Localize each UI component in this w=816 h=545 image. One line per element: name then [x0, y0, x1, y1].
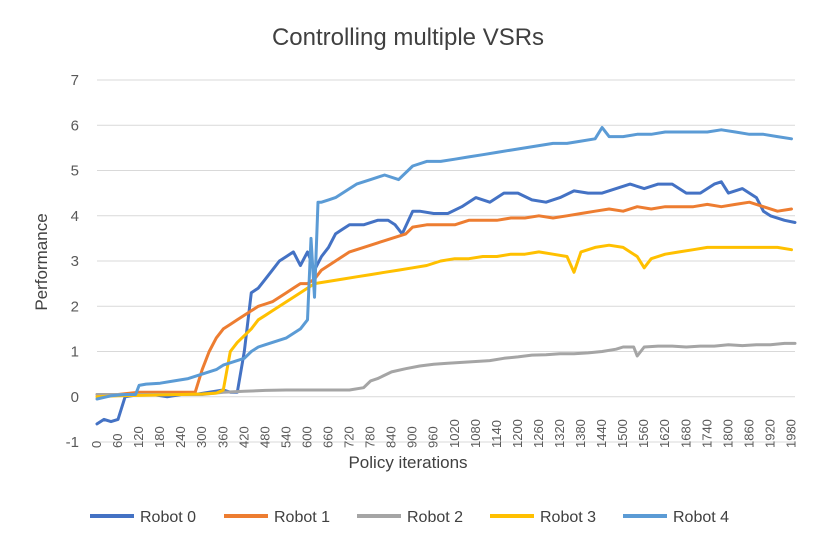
- x-tick-label: 1920: [762, 419, 777, 448]
- x-tick-label: 1260: [531, 419, 546, 448]
- x-tick-label: 60: [110, 434, 125, 448]
- x-tick-label: 480: [257, 426, 272, 448]
- x-tick-label: 0: [89, 441, 104, 448]
- x-tick-label: 1020: [447, 419, 462, 448]
- x-tick-label: 1320: [552, 419, 567, 448]
- x-axis-ticks: 0 60 120 180 240 300 360 420 480 540 600 660 720 780 8…: [89, 419, 798, 448]
- chart-title: Controlling multiple VSRs: [272, 24, 544, 51]
- x-tick-label: 840: [384, 426, 399, 448]
- y-tick-label: 4: [71, 208, 79, 225]
- y-tick-label: 1: [71, 344, 79, 361]
- x-tick-label: 900: [405, 426, 420, 448]
- x-tick-label: 1140: [489, 420, 504, 448]
- x-tick-label: 1620: [657, 419, 672, 448]
- x-tick-label: 180: [152, 426, 167, 448]
- x-tick-label: 1740: [699, 419, 714, 448]
- y-axis-ticks: -1 0 1 2 3 4 5 6 7: [66, 72, 79, 451]
- legend-label: Robot 0: [140, 509, 196, 526]
- x-tick-label: 1200: [510, 419, 525, 448]
- legend-label: Robot 1: [274, 509, 330, 526]
- x-tick-label: 1380: [573, 419, 588, 448]
- x-tick-label: 780: [363, 426, 378, 448]
- y-tick-label: 3: [71, 253, 79, 270]
- legend-label: Robot 4: [673, 509, 729, 526]
- y-tick-label: 6: [71, 117, 79, 134]
- series-lines: [95, 126, 797, 426]
- x-tick-label: 540: [278, 426, 293, 448]
- series-line-robot-1: [95, 200, 793, 396]
- y-tick-label: -1: [66, 434, 79, 451]
- y-tick-label: 5: [71, 163, 79, 180]
- x-tick-label: 1800: [720, 419, 735, 448]
- series-line-robot-3: [95, 243, 793, 399]
- x-axis-label: Policy iterations: [348, 453, 467, 472]
- x-tick-label: 1080: [468, 419, 483, 448]
- legend-label: Robot 3: [540, 509, 596, 526]
- x-tick-label: 1860: [741, 419, 756, 448]
- x-tick-label: 1440: [594, 419, 609, 448]
- x-tick-label: 600: [299, 426, 314, 448]
- y-tick-label: 2: [71, 298, 79, 315]
- x-tick-label: 720: [342, 426, 357, 448]
- x-tick-label: 120: [131, 426, 146, 448]
- x-tick-label: 240: [173, 426, 188, 448]
- x-tick-label: 960: [426, 426, 441, 448]
- x-tick-label: 300: [194, 426, 209, 448]
- series-line-robot-4: [95, 126, 793, 401]
- x-tick-label: 660: [320, 426, 335, 448]
- legend: Robot 0 Robot 1 Robot 2 Robot 3 Robot 4: [90, 509, 729, 526]
- x-tick-label: 1500: [615, 419, 630, 448]
- y-tick-label: 0: [71, 389, 79, 406]
- x-tick-label: 1560: [636, 419, 651, 448]
- legend-label: Robot 2: [407, 509, 463, 526]
- y-axis-label: Performance: [32, 213, 51, 310]
- series-line-robot-0: [95, 180, 797, 426]
- series-line-robot-2: [95, 341, 797, 396]
- x-tick-label: 360: [215, 426, 230, 448]
- x-tick-label: 1980: [783, 419, 798, 448]
- y-tick-label: 7: [71, 72, 79, 89]
- x-tick-label: 1680: [678, 419, 693, 448]
- x-tick-label: 420: [236, 426, 251, 448]
